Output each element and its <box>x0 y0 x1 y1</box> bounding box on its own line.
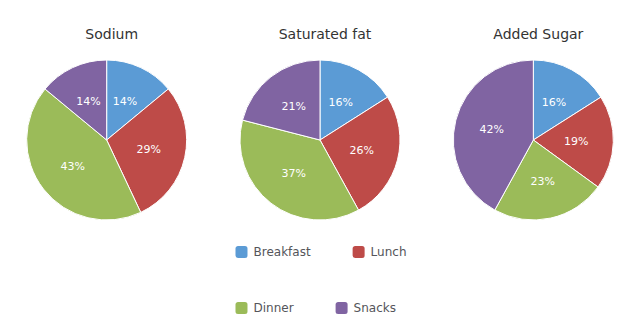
svg-text:Saturated fat: Saturated fat <box>279 26 372 42</box>
svg-text:37%: 37% <box>281 167 305 180</box>
svg-text:14%: 14% <box>76 95 100 108</box>
svg-text:42%: 42% <box>479 123 503 136</box>
svg-text:16%: 16% <box>542 96 566 109</box>
svg-text:43%: 43% <box>60 160 84 173</box>
svg-text:Dinner: Dinner <box>253 301 293 315</box>
svg-text:21%: 21% <box>281 100 305 113</box>
svg-text:19%: 19% <box>564 135 588 148</box>
svg-text:Lunch: Lunch <box>371 245 407 259</box>
svg-text:23%: 23% <box>530 175 554 188</box>
svg-text:Added Sugar: Added Sugar <box>493 26 583 42</box>
svg-text:Sodium: Sodium <box>85 26 138 42</box>
svg-text:29%: 29% <box>136 143 160 156</box>
svg-text:Snacks: Snacks <box>354 301 396 315</box>
svg-text:Breakfast: Breakfast <box>253 245 310 259</box>
svg-text:16%: 16% <box>328 96 352 109</box>
svg-text:14%: 14% <box>113 95 137 108</box>
svg-text:26%: 26% <box>349 144 373 157</box>
